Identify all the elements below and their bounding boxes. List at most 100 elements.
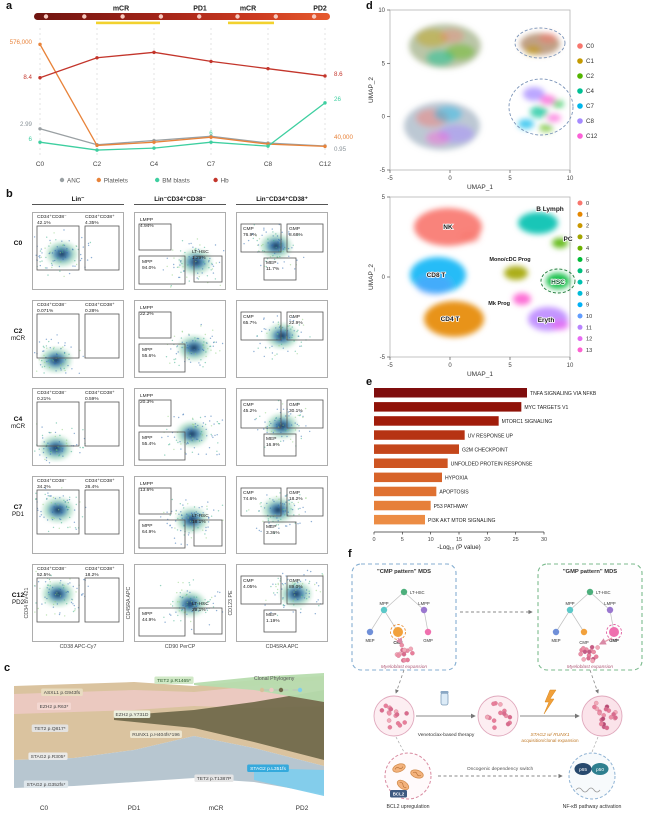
rect-shape [134,300,226,378]
circle-shape [82,593,84,595]
circle-shape [174,361,176,364]
circle-shape [202,256,204,258]
circle-shape [188,243,190,245]
density-dots [246,492,313,534]
circle-shape [275,246,277,249]
circle-shape [57,504,59,506]
progenitor-label: GMP [423,638,433,643]
circle-shape [34,611,36,613]
circle-shape [213,423,215,425]
flow-column-header: Lin⁻CD34⁺CD38⁻ [134,196,226,205]
series-marker [323,74,327,78]
line-shape [569,609,585,633]
value-label: 2.99 [20,121,33,128]
circle-shape [200,433,202,435]
circle-shape [293,340,295,342]
circle-shape [266,494,268,496]
circle-shape [50,502,53,504]
x-tick-label: C4 [150,161,159,168]
circle-shape [173,448,175,451]
circle-shape [37,581,40,583]
circle-shape [75,503,77,506]
circle-shape [278,345,280,347]
density-blob [261,234,291,258]
circle-shape [38,341,41,343]
circle-shape [271,228,273,230]
circle-shape [63,585,65,587]
circle-shape [72,585,74,588]
circle-shape [46,444,48,446]
legend-marker [577,279,583,285]
circle-shape [182,266,184,268]
circle-shape [190,430,193,432]
ellipse-shape [539,33,557,43]
circle-shape [298,430,300,432]
circle-shape [592,704,597,710]
circle-shape [277,504,280,506]
circle-shape [210,415,212,417]
circle-shape [175,509,177,512]
legend-label: 0 [586,201,589,207]
circle-shape [171,527,173,529]
circle-shape [271,345,273,347]
circle-shape [175,520,177,522]
panel-clinical-course: mCR PD1 mCR PD2 C0 C2 C4 C7 C8 C12 576,000 8.4 2.99 6… [6,4,358,192]
circle-shape [295,591,297,594]
circle-shape [192,418,194,420]
circle-shape [61,428,63,431]
circle-shape [260,505,262,508]
circle-shape [82,355,84,358]
circle-shape [290,328,292,330]
circle-shape [201,439,203,442]
circle-shape [204,415,206,418]
circle-shape [281,588,283,590]
circle-shape [49,239,51,242]
circle-shape [322,574,324,576]
cluster-outline [514,27,566,59]
line-shape [423,609,429,633]
circle-shape [253,224,255,226]
mutation-chip [194,774,234,782]
circle-shape [379,708,385,713]
circle-shape [275,233,277,235]
circle-shape [89,241,92,244]
density-blob [177,422,207,446]
circle-shape [206,505,208,507]
circle-shape [202,344,205,346]
circle-shape [255,417,257,420]
circle-shape [59,270,61,272]
circle-shape [387,711,392,716]
circle-shape [54,503,56,505]
circle-shape [581,657,586,662]
circle-shape [210,425,213,427]
circle-shape [74,610,76,612]
rect-shape [32,564,124,642]
circle-shape [269,421,271,423]
circle-shape [81,516,84,518]
circle-shape [166,265,168,268]
circle-shape [60,510,62,512]
phylogeny-node [297,687,303,693]
circle-shape [294,416,297,418]
circle-shape [204,599,206,601]
series-marker [152,140,156,144]
line-shape [589,591,611,611]
circle-shape [44,361,46,364]
ellipse-shape [547,114,561,122]
circle-shape [197,438,199,440]
circle-shape [200,359,202,361]
circle-shape [67,506,69,508]
circle-shape [191,610,193,613]
circle-shape [194,340,197,342]
circle-shape [46,347,48,349]
circle-shape [79,452,81,454]
legend-marker [577,88,583,94]
circle-shape [282,597,284,599]
density-dots [161,413,224,456]
circle-shape [68,272,71,275]
circle-shape [82,447,84,449]
circle-shape [498,702,503,707]
circle-shape [46,267,48,269]
circle-shape [179,264,181,266]
circle-shape [170,286,172,288]
